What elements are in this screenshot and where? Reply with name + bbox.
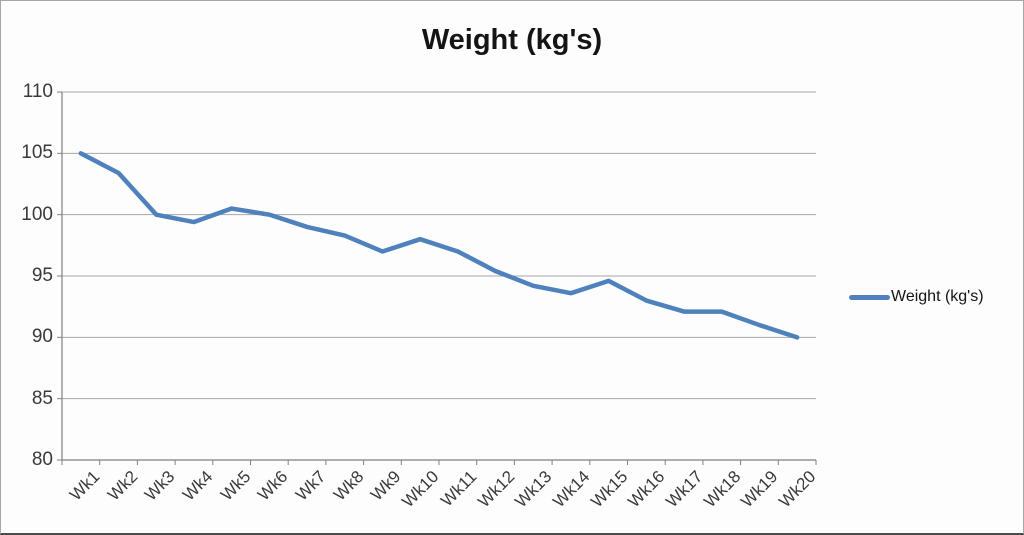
legend-series-line-swatch: [849, 294, 890, 300]
y-axis-label: 95: [31, 265, 53, 286]
y-axis-label: 100: [21, 203, 53, 225]
y-axis-label: 90: [31, 326, 53, 348]
chart-title: Weight (kg's): [421, 24, 603, 56]
weight-series-line: [78, 151, 800, 340]
legend-series-label: Weight (kg's): [891, 288, 984, 305]
y-axis-label: 85: [31, 387, 53, 409]
y-axis-label: 105: [21, 142, 53, 164]
y-axis-label: 110: [22, 81, 53, 102]
legend: Weight (kg's): [849, 288, 984, 306]
y-axis-label: 80: [31, 449, 53, 470]
